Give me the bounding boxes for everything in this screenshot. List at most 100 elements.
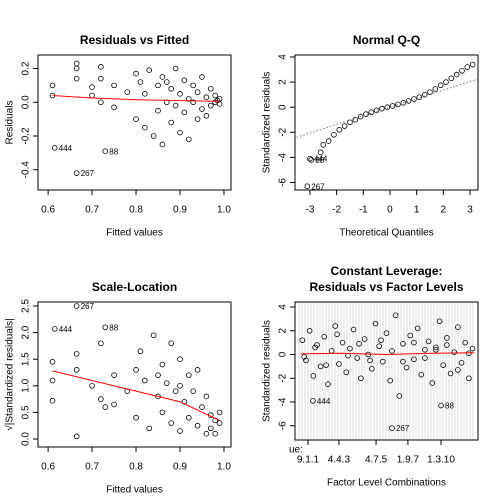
x-tick-label: 0.9 <box>173 462 187 473</box>
plot-box <box>294 301 479 441</box>
y-axis-label: √|Standardized residuals| <box>4 318 16 430</box>
x-tick-label: 1.0 <box>217 205 231 216</box>
panel: Scale-Location Fitted values √|Standardize… <box>4 280 232 496</box>
point-label: 444 <box>59 144 73 153</box>
point <box>172 65 179 72</box>
x-tick-label: 4.4.3 <box>328 455 351 466</box>
point <box>336 361 342 367</box>
x-tick-label: -3 <box>305 205 314 216</box>
point <box>207 85 214 92</box>
point <box>378 337 384 344</box>
point-label: 88 <box>445 402 454 411</box>
point-label: 444 <box>59 325 73 334</box>
point <box>368 109 375 116</box>
point <box>372 320 379 327</box>
x-tick-label: 0.9 <box>173 205 187 216</box>
point <box>466 375 472 382</box>
point <box>389 103 396 109</box>
point <box>357 113 364 120</box>
y-axis-label: Standardized residuals <box>262 320 273 422</box>
point <box>216 420 223 426</box>
point <box>414 325 421 332</box>
point <box>306 327 313 334</box>
panel: Normal Q-Q Theoretical Quantiles Standardi… <box>262 33 479 239</box>
point <box>352 116 359 123</box>
point <box>317 149 324 156</box>
point <box>155 82 161 89</box>
point <box>168 420 175 426</box>
point-label: 267 <box>81 302 95 311</box>
point <box>137 348 144 355</box>
point <box>203 393 210 400</box>
point <box>411 356 417 363</box>
point <box>425 338 432 345</box>
point <box>168 340 175 347</box>
point <box>89 383 95 389</box>
y-tick-label: 0 <box>278 104 289 110</box>
point <box>124 89 131 95</box>
point <box>308 157 315 163</box>
point <box>310 398 316 404</box>
point <box>190 99 196 106</box>
point <box>98 396 104 402</box>
point <box>133 116 139 122</box>
point <box>133 367 139 373</box>
point <box>190 82 196 89</box>
point <box>331 131 337 138</box>
point <box>155 107 161 114</box>
point <box>98 340 104 347</box>
x-tick-label: 9.1.1 <box>297 455 320 466</box>
point <box>137 79 144 85</box>
point <box>159 141 166 148</box>
point <box>181 109 188 116</box>
point <box>320 142 327 148</box>
point <box>172 102 179 109</box>
point <box>432 86 439 92</box>
point <box>212 430 218 437</box>
point <box>207 425 214 432</box>
x-tick-label: 3 <box>467 205 473 216</box>
panel: Constant Leverage: Residuals vs Factor Le… <box>262 264 479 489</box>
point <box>73 75 80 82</box>
point <box>400 358 406 365</box>
point <box>301 354 307 360</box>
point <box>459 68 465 74</box>
point <box>177 91 183 97</box>
point <box>199 74 205 80</box>
x-tick-label: 0 <box>387 205 393 216</box>
x-tick-label: 0.8 <box>129 462 143 473</box>
point <box>403 364 410 371</box>
point <box>323 362 329 368</box>
point <box>396 393 403 399</box>
point <box>203 112 210 119</box>
x-tick-label: 1.0 <box>217 462 231 473</box>
point-label: 88 <box>109 147 118 156</box>
point <box>203 430 210 437</box>
point <box>98 64 104 70</box>
point <box>111 372 117 378</box>
point <box>150 133 157 139</box>
point <box>111 401 117 408</box>
point <box>455 367 461 373</box>
point <box>411 339 417 346</box>
point-label: 88 <box>109 323 118 332</box>
point <box>194 422 201 429</box>
point <box>444 342 450 348</box>
point <box>427 89 433 95</box>
point <box>422 355 428 361</box>
point <box>339 339 346 346</box>
point <box>299 337 306 344</box>
point <box>321 333 328 340</box>
y-tick-label: 0.0 <box>21 95 32 109</box>
point <box>363 111 369 117</box>
point <box>168 85 175 92</box>
point <box>155 393 161 400</box>
point <box>433 346 439 353</box>
point <box>159 74 166 80</box>
point <box>49 377 56 384</box>
y-tick-label: 0.0 <box>21 432 32 446</box>
point <box>102 404 109 410</box>
point <box>133 70 139 77</box>
point <box>350 326 357 333</box>
point <box>343 369 350 376</box>
